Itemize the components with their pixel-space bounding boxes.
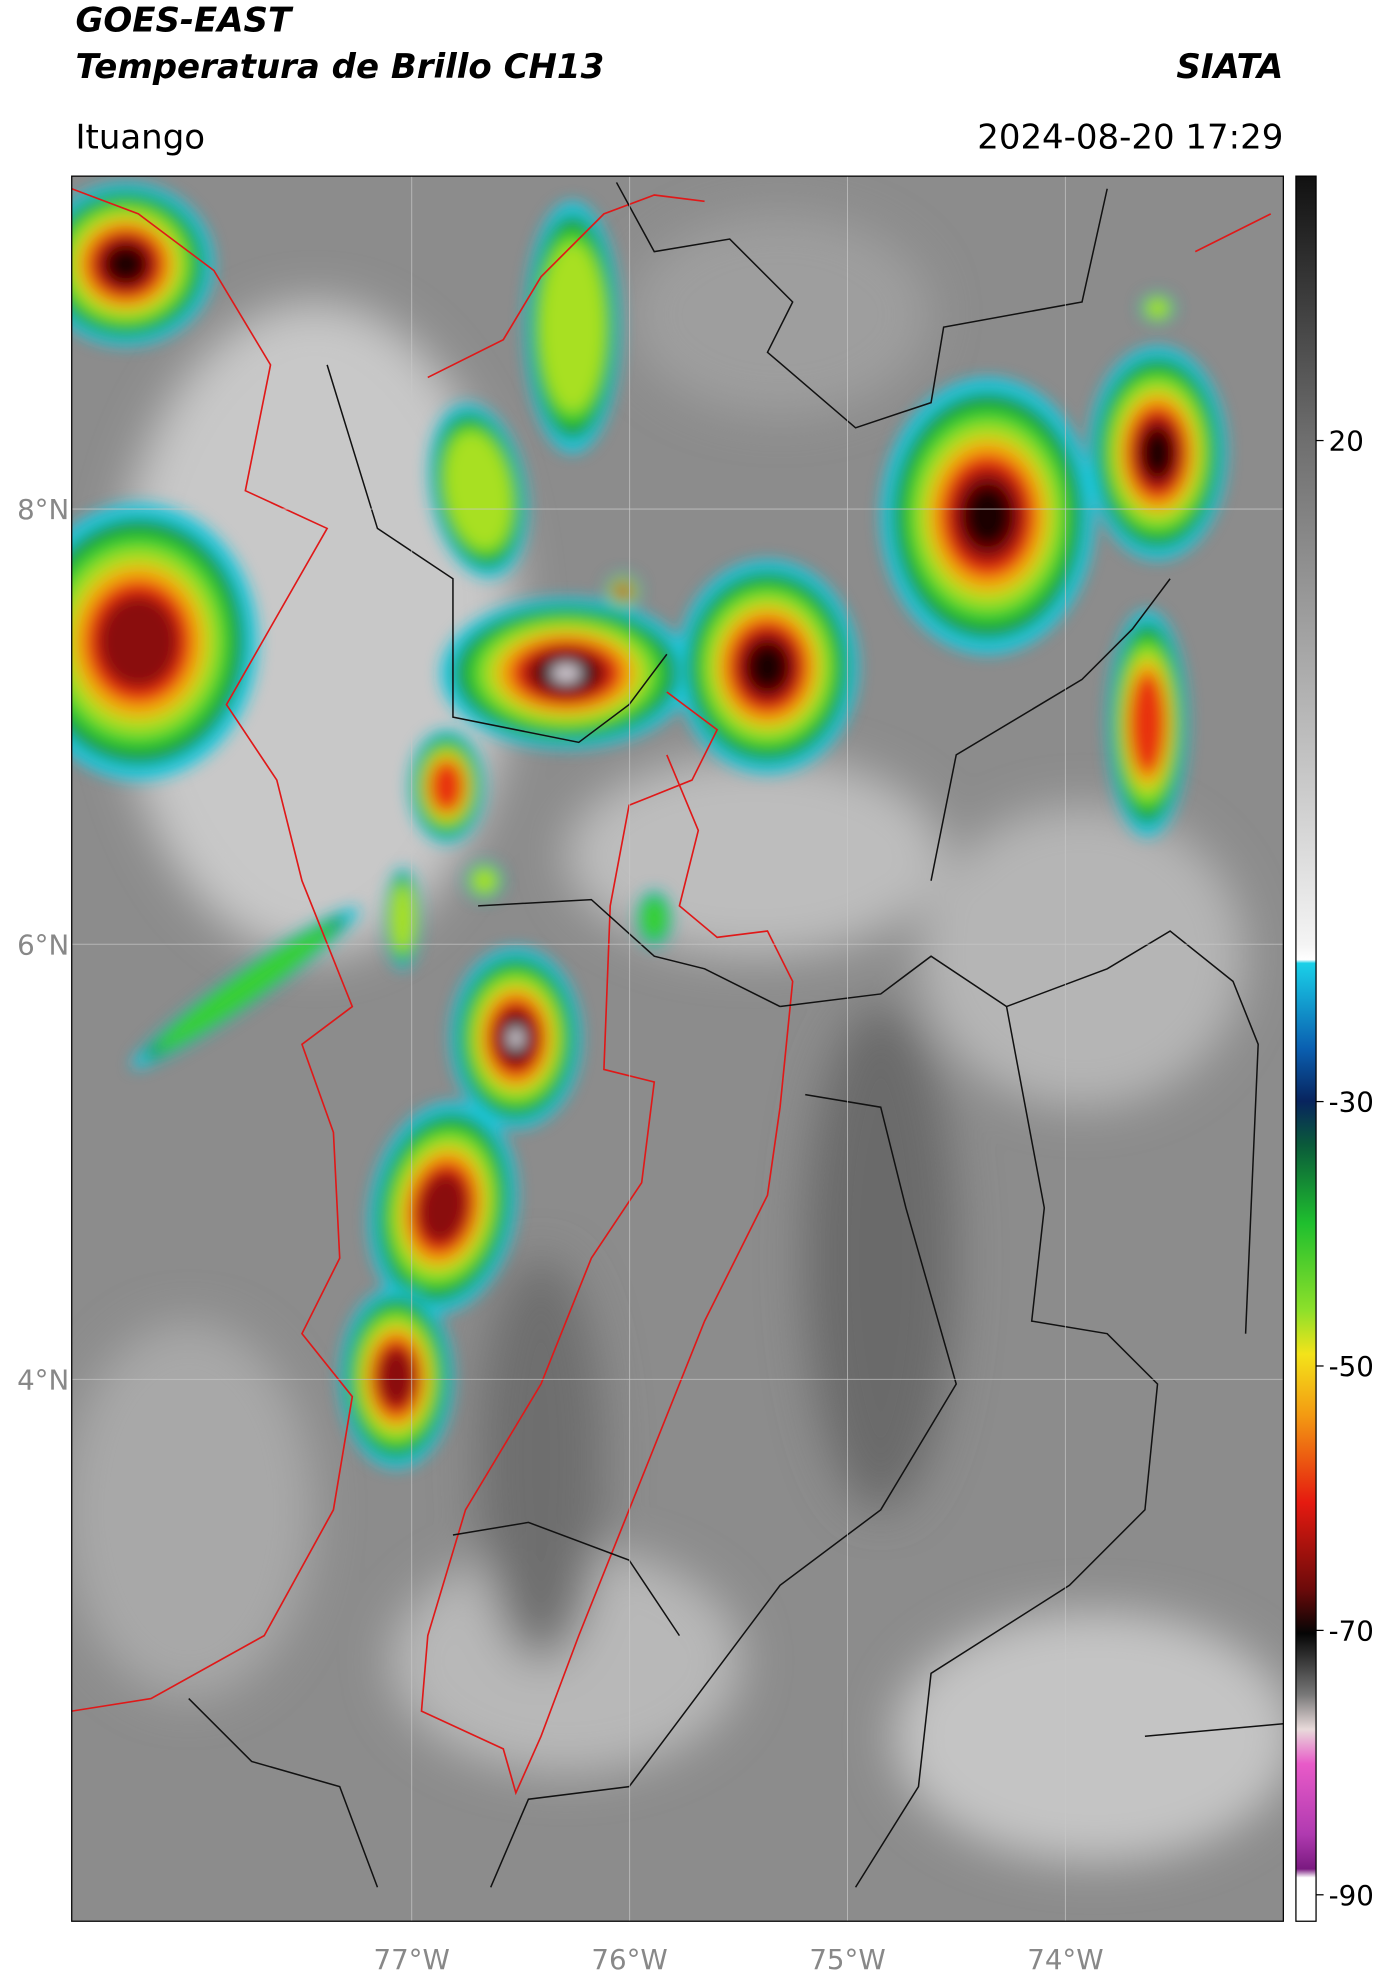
storm-layer (105, 245, 147, 284)
storms (71, 182, 1227, 1469)
black-borders (188, 182, 1284, 1888)
storm-layer (377, 1346, 416, 1409)
subtitle: Temperatura de Brillo CH13 (75, 47, 604, 87)
colorbar (1295, 175, 1317, 1922)
storm-layer (746, 642, 789, 692)
storm-layer (390, 884, 415, 953)
storm-layer (508, 1027, 524, 1049)
storm-layer (640, 896, 668, 941)
storm-layer (551, 664, 582, 683)
map-frame (71, 175, 1284, 1922)
map (71, 176, 1284, 1922)
red-borders (71, 187, 1272, 1796)
grid (71, 176, 1284, 1922)
y-tick-label: 6°N (17, 928, 69, 961)
x-tick-label: 74°W (1027, 1943, 1103, 1976)
storm-layer (1129, 672, 1166, 775)
region: Ituango (75, 117, 205, 157)
storm-layer (540, 242, 605, 412)
storm-layer (429, 760, 464, 812)
storm-layer (417, 1171, 469, 1244)
y-tick-label: 8°N (17, 493, 69, 526)
colorbar-tick-label: 20 (1329, 425, 1364, 458)
colorbar-tick-label: -90 (1329, 1879, 1374, 1912)
storm-layer (444, 432, 512, 550)
colorbar-tick-label: -70 (1329, 1614, 1374, 1647)
storm-layer (1145, 298, 1170, 319)
x-tick-label: 75°W (809, 1943, 885, 1976)
colorbar-tick-label: -30 (1329, 1086, 1374, 1119)
storm-layer (620, 589, 625, 594)
storm-layer (156, 924, 335, 1051)
source: SIATA (1176, 47, 1283, 87)
x-tick-label: 77°W (373, 1943, 449, 1976)
storm-layer (97, 594, 180, 689)
x-tick-label: 76°W (591, 1943, 667, 1976)
storm-layer (471, 868, 498, 894)
storm-layer (963, 484, 1013, 548)
title: GOES-EAST (75, 0, 293, 40)
axes: 77°W 76°W 75°W 74°W 4°N 6°N 8°N -90 -70 -50 -30 20 (17, 425, 1374, 1976)
y-tick-label: 4°N (17, 1363, 69, 1396)
timestamp: 2024-08-20 17:29 (977, 117, 1283, 157)
storm-layer (1141, 428, 1174, 478)
colorbar-tick-label: -50 (1329, 1350, 1374, 1383)
